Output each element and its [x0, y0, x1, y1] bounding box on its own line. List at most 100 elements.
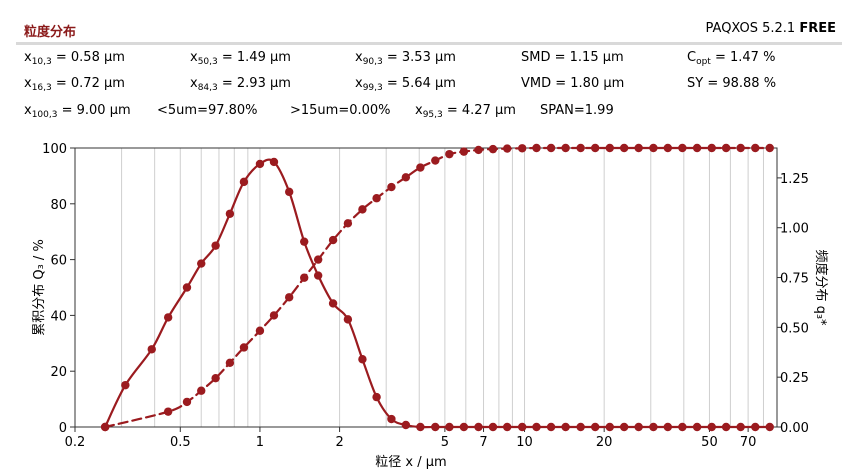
stat-label: C [687, 50, 697, 65]
stat-label: SMD [521, 50, 551, 65]
cumulative-point [736, 143, 745, 153]
stat-item: x100,3 = 9.00 µm [24, 103, 131, 120]
cumulative-point [663, 143, 673, 153]
stat-item: x50,3 = 1.49 µm [190, 50, 291, 67]
frequency-point [197, 259, 206, 268]
cumulative-point [401, 173, 411, 182]
stat-subscript: 95,3 [422, 110, 443, 120]
stat-label: x [24, 103, 32, 118]
stat-item: x84,3 = 2.93 µm [190, 76, 291, 93]
y-tick-label: 80 [50, 198, 67, 213]
y-tick-label: 20 [50, 365, 67, 380]
cumulative-point [445, 149, 454, 159]
y-tick-label: 40 [50, 309, 67, 324]
stat-label: x [355, 76, 363, 91]
cumulative-point [707, 143, 716, 153]
x-tick-label: 50 [701, 435, 718, 450]
stat-label: x [190, 76, 198, 91]
x-tick-label: 70 [740, 435, 757, 450]
cumulative-point [459, 147, 469, 156]
x-tick-label: 0.5 [170, 435, 191, 450]
frequency-point [692, 422, 702, 432]
stat-label: x [24, 50, 32, 65]
cumulative-point [532, 143, 541, 153]
frequency-point [707, 422, 716, 432]
stat-subscript: 10,3 [31, 57, 52, 67]
x-axis-label: 粒径 x / µm [375, 455, 446, 470]
frequency-point [576, 422, 585, 432]
stat-value: = 0.58 µm [51, 50, 125, 65]
frequency-point [431, 422, 440, 432]
stat-item: >15um=0.00% [290, 103, 391, 118]
stat-label: x [415, 103, 423, 118]
y2-tick-label: 0.25 [780, 371, 809, 386]
frequency-point [343, 315, 353, 324]
cumulative-point [328, 235, 338, 245]
stat-item: x90,3 = 3.53 µm [355, 50, 456, 67]
page-title: 粒度分布 [24, 25, 77, 40]
frequency-point [328, 299, 338, 308]
cumulative-point [163, 407, 173, 416]
cumulative-point [372, 194, 381, 203]
frequency-point [721, 422, 731, 432]
stat-subscript: 50,3 [197, 57, 218, 67]
frequency-point [532, 422, 541, 432]
frequency-point [619, 422, 629, 432]
stat-item: VMD = 1.80 µm [521, 76, 624, 91]
stat-value: = 0.72 µm [51, 76, 125, 91]
frequency-point [751, 422, 760, 432]
cumulative-point [721, 143, 731, 153]
stat-item: SY = 98.88 % [687, 76, 776, 91]
stat-subscript: 100,3 [31, 110, 58, 120]
frequency-point [518, 422, 527, 432]
y2-tick-label: 0.00 [780, 421, 809, 436]
frequency-point [546, 422, 556, 432]
cumulative-point [619, 143, 629, 153]
frequency-point [121, 380, 130, 390]
cumulative-point [416, 163, 425, 172]
cumulative-point [211, 373, 220, 383]
y2-tick-label: 0.50 [780, 321, 809, 336]
stat-value: = 9.00 µm [57, 103, 131, 118]
edition-badge: FREE [799, 21, 836, 36]
y2-tick-label: 1.00 [780, 222, 809, 237]
cumulative-point [751, 143, 760, 153]
frequency-point [300, 237, 309, 246]
y2-axis-label: 频度分布 q₃* [813, 249, 829, 326]
cumulative-point [284, 293, 294, 302]
frequency-point [502, 422, 512, 432]
frequency-point [649, 422, 658, 432]
frequency-point [225, 209, 235, 218]
cumulative-point [431, 156, 440, 165]
y-tick-label: 100 [42, 142, 67, 157]
stat-label: >15um=0.00% [290, 103, 391, 118]
cumulative-point [343, 219, 353, 228]
stat-subscript: 90,3 [362, 57, 383, 67]
x-tick-label: 10 [516, 435, 533, 450]
y2-tick-label: 1.25 [780, 172, 809, 187]
header-bar: 粒度分布 PAQXOS 5.2.1 FREE [16, 18, 842, 45]
y-axis-label: 累积分布 Q₃ / % [32, 239, 47, 336]
y2-tick-label: 0.75 [780, 272, 809, 287]
frequency-curve [104, 158, 771, 429]
y-tick-label: 0 [59, 421, 67, 436]
frequency-point [488, 422, 498, 432]
cumulative-point [239, 343, 249, 352]
frequency-point [269, 157, 279, 167]
cumulative-point [474, 145, 483, 155]
stat-value: = 98.88 % [703, 76, 777, 91]
frequency-point [387, 414, 396, 424]
stat-label: x [190, 50, 198, 65]
statistics-panel: x10,3 = 0.58 µm x50,3 = 1.49 µm x90,3 = 3.… [0, 0, 857, 130]
frequency-point [313, 271, 323, 280]
stat-label: SPAN=1.99 [540, 103, 614, 118]
stat-subscript: opt [696, 57, 711, 67]
cumulative-point [765, 143, 774, 153]
cumulative-point [182, 397, 192, 407]
cumulative-point [255, 326, 265, 335]
cumulative-point [488, 144, 498, 154]
frequency-point [459, 422, 469, 432]
frequency-point [255, 159, 265, 169]
cumulative-point [502, 144, 512, 153]
cumulative-point [300, 273, 309, 282]
